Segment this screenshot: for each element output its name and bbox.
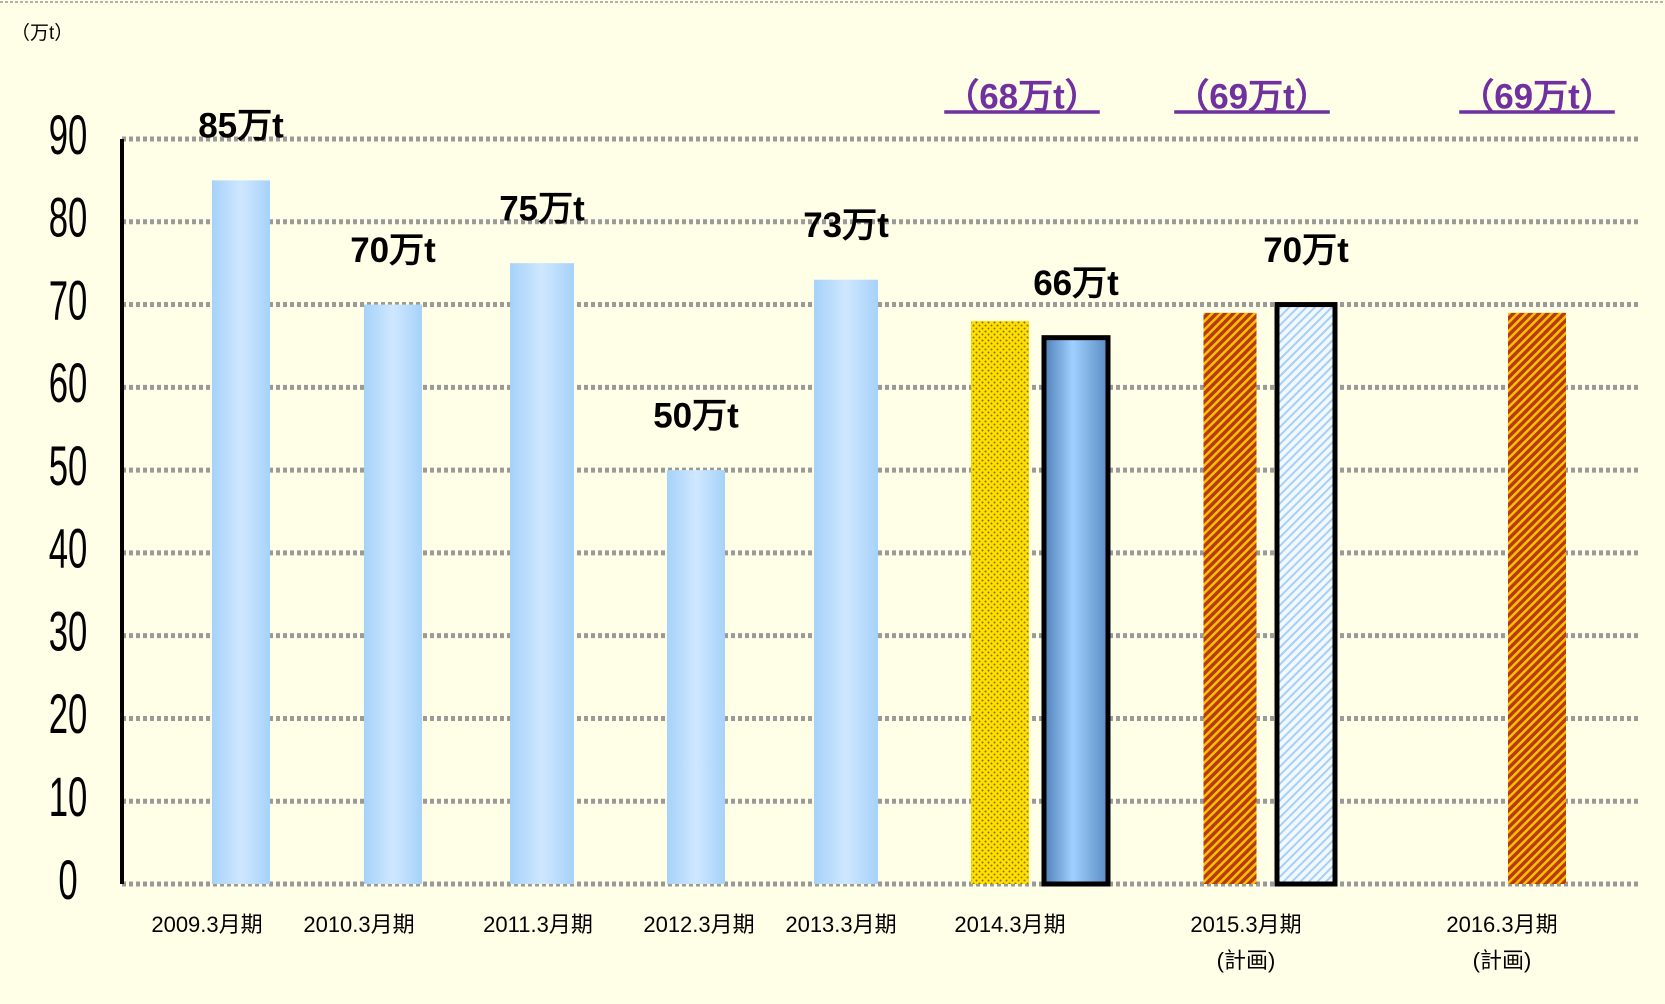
x-tick-label: 2010.3月期: [303, 912, 414, 937]
y-tick-label: 20: [49, 683, 88, 746]
y-tick-label: 70: [49, 269, 88, 332]
bar: [1274, 302, 1338, 887]
y-tick-label: 40: [49, 517, 88, 580]
y-tick-label: 90: [49, 103, 88, 166]
bar: [364, 304, 422, 884]
bar: [814, 279, 878, 884]
y-tick-label: 10: [49, 766, 88, 829]
x-tick-note: (計画): [1473, 948, 1532, 973]
value-label: 70万t: [350, 231, 436, 270]
y-tick-label: 80: [49, 186, 88, 249]
x-tick-label: 2016.3月期: [1446, 912, 1557, 937]
value-label: 85万t: [198, 107, 284, 146]
bar: [1203, 312, 1257, 884]
plan-label: （68万t）: [944, 77, 1100, 116]
value-label: 70万t: [1263, 231, 1349, 270]
bar: [1508, 312, 1566, 884]
value-label: 75万t: [499, 189, 585, 228]
plan-label: （69万t）: [1459, 77, 1615, 116]
x-tick-label: 2013.3月期: [785, 912, 896, 937]
bar: [1041, 335, 1111, 887]
x-tick-label: 2009.3月期: [151, 912, 262, 937]
bar: [510, 263, 574, 885]
bar: [667, 470, 725, 884]
x-tick-label: 2015.3月期: [1190, 912, 1301, 937]
plan-label: （69万t）: [1174, 77, 1330, 116]
y-tick-label: 30: [49, 600, 88, 663]
y-tick-label: 0: [58, 848, 77, 911]
x-tick-note: (計画): [1217, 948, 1276, 973]
value-label: 73万t: [803, 206, 889, 245]
y-tick-label: 50: [49, 434, 88, 497]
value-label: 66万t: [1033, 264, 1119, 303]
x-tick-label: 2011.3月期: [483, 912, 593, 937]
unit-label: （万t）: [11, 22, 73, 44]
value-label: 50万t: [653, 396, 739, 435]
bar: [971, 321, 1029, 885]
x-tick-label: 2014.3月期: [954, 912, 1065, 937]
x-tick-label: 2012.3月期: [643, 912, 754, 937]
y-tick-label: 60: [49, 352, 88, 415]
bar: [212, 180, 270, 884]
